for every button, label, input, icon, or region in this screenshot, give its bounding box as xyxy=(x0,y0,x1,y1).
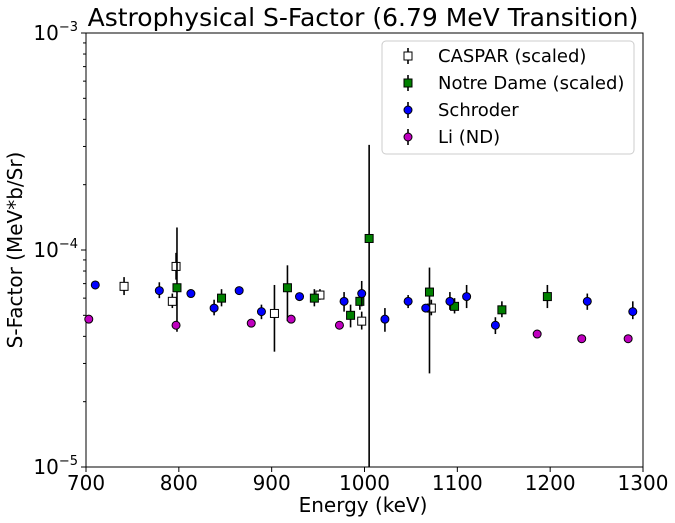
data-point xyxy=(167,296,177,306)
data-point xyxy=(532,329,542,339)
data-point xyxy=(346,310,356,320)
data-point xyxy=(462,292,472,302)
series-schroder xyxy=(90,280,638,335)
y-axis-label: S-Factor (MeV*b/Sr) xyxy=(3,152,27,349)
data-point xyxy=(355,296,365,306)
legend-marker xyxy=(403,51,413,61)
data-point xyxy=(497,305,507,315)
data-point xyxy=(490,320,500,330)
legend: CASPAR (scaled) Notre Dame (scaled) Schrod… xyxy=(381,40,635,155)
data-point xyxy=(339,296,349,306)
legend-marker xyxy=(403,105,413,115)
axis-ticks: 700 800 900 1000 1100 1200 1300 10−5 10−4 10−3 xyxy=(33,20,668,495)
legend-frame xyxy=(381,40,635,155)
data-point xyxy=(282,283,292,293)
plot-area: 700 800 900 1000 1100 1200 1300 10−5 10−4 10−3 xyxy=(33,20,668,495)
x-tick-label: 800 xyxy=(160,471,198,495)
data-point xyxy=(623,334,633,344)
data-point xyxy=(582,296,592,306)
data-point xyxy=(119,281,129,291)
legend-label: Notre Dame (scaled) xyxy=(438,73,624,94)
data-point xyxy=(154,286,164,296)
legend-marker xyxy=(403,78,413,88)
data-point xyxy=(309,293,319,303)
data-point xyxy=(217,293,227,303)
x-tick-label: 900 xyxy=(253,471,291,495)
data-point xyxy=(246,318,256,328)
y-tick-label: 10−3 xyxy=(33,20,78,45)
x-tick-label: 1200 xyxy=(525,471,576,495)
data-point xyxy=(628,307,638,317)
data-point xyxy=(269,308,279,318)
x-tick-label: 700 xyxy=(67,471,105,495)
data-point xyxy=(542,292,552,302)
legend-label: Schroder xyxy=(438,100,519,121)
data-point xyxy=(380,314,390,324)
data-point xyxy=(364,233,374,243)
x-tick-label: 1100 xyxy=(432,471,483,495)
data-point xyxy=(172,283,182,293)
legend-label: CASPAR (scaled) xyxy=(438,46,586,67)
series-li-nd xyxy=(84,314,633,344)
y-tick-label: 10−5 xyxy=(33,454,78,479)
data-point xyxy=(421,303,431,313)
data-point xyxy=(286,314,296,324)
y-tick-label: 10−4 xyxy=(33,237,78,262)
data-point xyxy=(186,289,196,299)
data-point xyxy=(424,287,434,297)
data-series xyxy=(84,144,638,467)
data-point xyxy=(295,292,305,302)
data-point xyxy=(234,286,244,296)
data-point xyxy=(171,320,181,330)
data-point xyxy=(84,314,94,324)
legend-label: Li (ND) xyxy=(438,127,500,148)
data-point xyxy=(403,296,413,306)
data-point xyxy=(357,289,367,299)
data-point xyxy=(209,303,219,313)
data-point xyxy=(90,280,100,290)
data-point xyxy=(334,320,344,330)
data-point xyxy=(256,307,266,317)
x-axis-label: Energy (keV) xyxy=(299,493,428,517)
x-tick-label: 1300 xyxy=(618,471,669,495)
data-point xyxy=(577,334,587,344)
data-point xyxy=(445,296,455,306)
data-point xyxy=(357,316,367,326)
legend-marker xyxy=(403,132,413,142)
series-caspar-scaled xyxy=(119,252,436,352)
data-point xyxy=(171,261,181,271)
chart-title: Astrophysical S-Factor (6.79 MeV Transit… xyxy=(88,3,639,32)
x-tick-label: 1000 xyxy=(339,471,390,495)
series-notre-dame-scaled xyxy=(172,144,552,467)
